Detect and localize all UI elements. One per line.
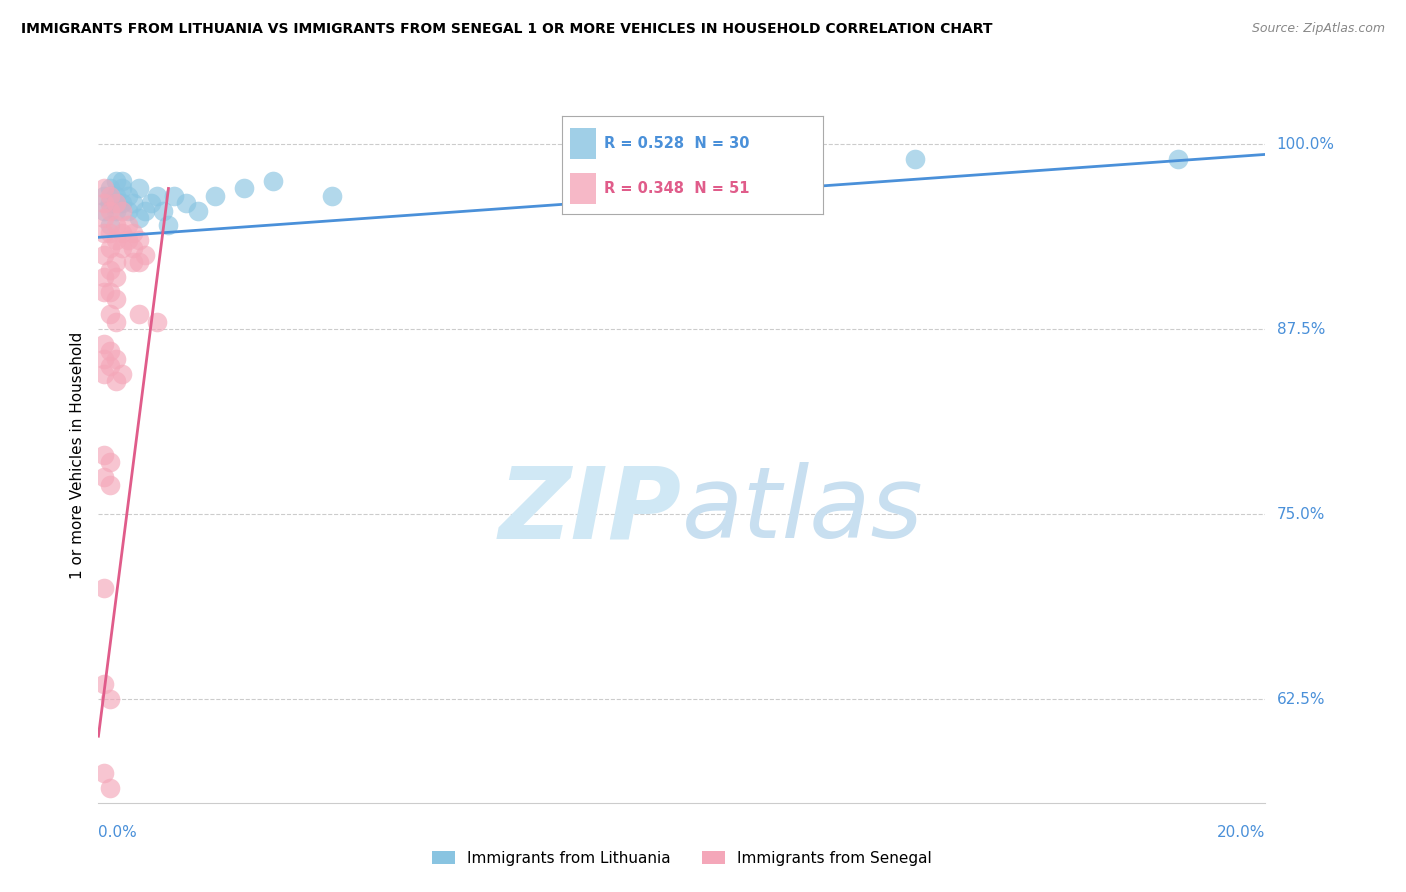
Point xyxy=(104,315,127,329)
Point xyxy=(98,692,121,706)
Point xyxy=(104,233,127,247)
Point xyxy=(98,181,121,195)
Point xyxy=(122,196,145,211)
Point xyxy=(111,174,134,188)
Text: R = 0.348  N = 51: R = 0.348 N = 51 xyxy=(605,181,749,196)
Point xyxy=(104,196,127,211)
Point xyxy=(104,189,127,203)
Point xyxy=(104,174,127,188)
Point xyxy=(93,285,115,299)
Point xyxy=(122,241,145,255)
Point xyxy=(111,226,134,240)
Point xyxy=(104,293,127,307)
Point xyxy=(98,219,121,233)
Point xyxy=(98,226,121,240)
Point xyxy=(98,263,121,277)
Point xyxy=(111,181,134,195)
Bar xyxy=(571,173,596,204)
Bar xyxy=(571,128,596,159)
Point xyxy=(93,203,115,218)
Point xyxy=(98,477,121,491)
Point xyxy=(104,374,127,388)
Point xyxy=(104,351,127,366)
Point xyxy=(93,337,115,351)
Text: ZIP: ZIP xyxy=(499,462,682,559)
Point xyxy=(146,315,169,329)
Point xyxy=(93,766,115,780)
Point xyxy=(204,189,226,203)
Point xyxy=(321,189,343,203)
Text: atlas: atlas xyxy=(682,462,924,559)
Text: 75.0%: 75.0% xyxy=(1277,507,1324,522)
Point xyxy=(93,448,115,462)
Point xyxy=(111,367,134,381)
Text: 0.0%: 0.0% xyxy=(98,825,138,840)
Text: 100.0%: 100.0% xyxy=(1277,136,1334,152)
Text: IMMIGRANTS FROM LITHUANIA VS IMMIGRANTS FROM SENEGAL 1 OR MORE VEHICLES IN HOUSE: IMMIGRANTS FROM LITHUANIA VS IMMIGRANTS … xyxy=(21,22,993,37)
Point xyxy=(104,255,127,269)
Point xyxy=(128,233,150,247)
Point xyxy=(134,248,156,262)
Point xyxy=(98,455,121,469)
Point xyxy=(128,307,150,321)
Text: 87.5%: 87.5% xyxy=(1277,322,1324,336)
Point xyxy=(98,780,121,795)
Text: 20.0%: 20.0% xyxy=(1218,825,1265,840)
Point xyxy=(93,181,115,195)
Point xyxy=(104,203,127,218)
Text: Source: ZipAtlas.com: Source: ZipAtlas.com xyxy=(1251,22,1385,36)
Point xyxy=(122,226,145,240)
Point xyxy=(904,152,927,166)
Point xyxy=(152,203,174,218)
Point xyxy=(104,270,127,285)
Point xyxy=(93,470,115,484)
Point xyxy=(117,189,139,203)
Text: R = 0.528  N = 30: R = 0.528 N = 30 xyxy=(605,136,749,151)
Point xyxy=(117,203,139,218)
Point xyxy=(174,196,197,211)
Point xyxy=(93,351,115,366)
Point xyxy=(134,203,156,218)
Point xyxy=(93,581,115,595)
Point xyxy=(98,307,121,321)
Point xyxy=(122,255,145,269)
Point xyxy=(187,203,209,218)
Point xyxy=(93,211,115,225)
Point xyxy=(93,270,115,285)
Point xyxy=(98,203,121,218)
Point xyxy=(111,203,134,218)
Point xyxy=(98,344,121,359)
Point xyxy=(128,181,150,195)
Point xyxy=(98,285,121,299)
Point xyxy=(98,189,121,203)
Y-axis label: 1 or more Vehicles in Household: 1 or more Vehicles in Household xyxy=(69,331,84,579)
Point xyxy=(98,241,121,255)
Point xyxy=(117,219,139,233)
Point xyxy=(98,196,121,211)
Point xyxy=(104,219,127,233)
Point xyxy=(146,189,169,203)
Point xyxy=(93,248,115,262)
Point xyxy=(93,677,115,691)
Text: 62.5%: 62.5% xyxy=(1277,691,1324,706)
Point xyxy=(93,367,115,381)
Point xyxy=(93,226,115,240)
Point xyxy=(98,359,121,373)
Point xyxy=(139,196,162,211)
Point xyxy=(163,189,186,203)
Point xyxy=(111,196,134,211)
Point xyxy=(1167,152,1189,166)
Point xyxy=(157,219,180,233)
Point xyxy=(117,233,139,247)
Point xyxy=(111,241,134,255)
Point xyxy=(128,211,150,225)
Point xyxy=(128,255,150,269)
Point xyxy=(93,189,115,203)
Point xyxy=(93,196,115,211)
Legend: Immigrants from Lithuania, Immigrants from Senegal: Immigrants from Lithuania, Immigrants fr… xyxy=(426,845,938,871)
Point xyxy=(262,174,284,188)
Point xyxy=(233,181,256,195)
